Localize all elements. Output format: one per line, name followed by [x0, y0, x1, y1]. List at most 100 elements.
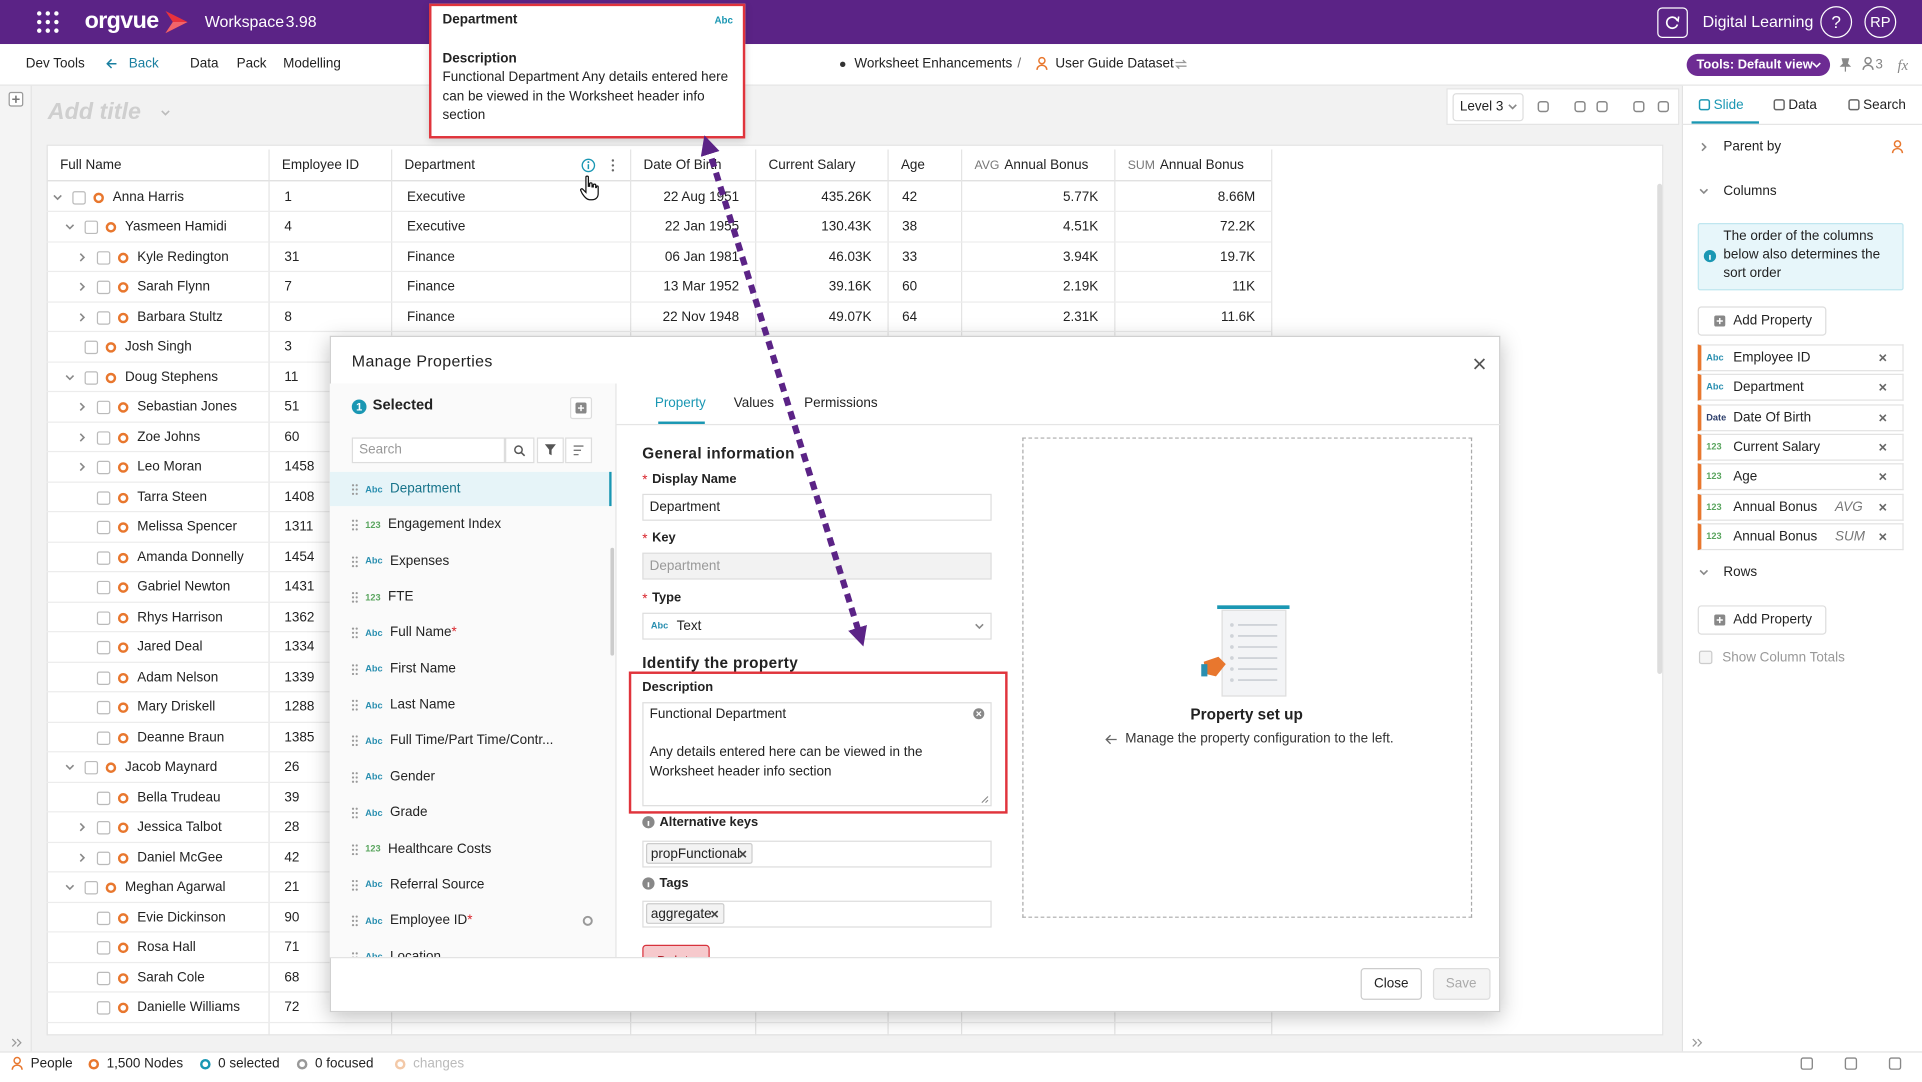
column-item[interactable]	[1697, 344, 1904, 372]
property-item[interactable]: Abc Last Name	[365, 695, 455, 715]
modal-tab[interactable]: Permissions	[804, 395, 878, 411]
remove-icon[interactable]	[738, 849, 748, 859]
remove-icon[interactable]	[710, 909, 720, 919]
menu-item[interactable]: Dev Tools	[25, 56, 85, 72]
row-checkbox[interactable]	[96, 520, 111, 535]
row-checkbox[interactable]	[96, 851, 111, 865]
row-checkbox[interactable]	[96, 430, 111, 445]
property-item[interactable]: 123 Healthcare Costs	[365, 839, 491, 859]
property-item[interactable]: Abc Full Name *	[365, 623, 456, 643]
row-checkbox[interactable]	[96, 610, 111, 625]
column-header[interactable]: Age	[901, 156, 925, 176]
remove-icon[interactable]	[1878, 353, 1888, 363]
remove-icon[interactable]	[1878, 502, 1888, 512]
row-checkbox[interactable]	[96, 490, 111, 505]
status-action[interactable]	[1800, 1057, 1813, 1070]
property-item[interactable]: 123 FTE	[365, 587, 413, 607]
sidebar-tab[interactable]: Data	[1788, 98, 1817, 113]
column-header[interactable]: Employee ID	[282, 156, 359, 176]
tools-button[interactable]	[1686, 53, 1831, 76]
row-checkbox[interactable]	[96, 941, 111, 955]
row-checkbox[interactable]	[96, 911, 111, 925]
column-item[interactable]	[1697, 493, 1904, 521]
row-checkbox[interactable]	[96, 310, 111, 325]
menu-item[interactable]: Pack	[236, 56, 267, 72]
row-checkbox[interactable]	[96, 640, 111, 655]
help-button[interactable]	[1820, 6, 1853, 38]
row-checkbox[interactable]	[96, 730, 111, 745]
property-item[interactable]: Abc Department	[365, 479, 460, 499]
close-button[interactable]	[1360, 968, 1422, 1000]
text-input[interactable]	[642, 702, 992, 807]
row-checkbox[interactable]	[96, 670, 111, 685]
remove-icon[interactable]	[1878, 472, 1888, 482]
column-item[interactable]	[1697, 403, 1904, 431]
remove-icon[interactable]	[1878, 442, 1888, 452]
toolbar-icon[interactable]	[1633, 100, 1645, 113]
menu-item[interactable]: Back	[128, 56, 159, 72]
search-button[interactable]	[505, 437, 535, 464]
clear-icon[interactable]	[973, 708, 985, 720]
title-placeholder[interactable]: Add title	[47, 99, 141, 125]
info-icon[interactable]	[581, 158, 596, 173]
row-checkbox[interactable]	[96, 790, 111, 805]
close-icon[interactable]	[1473, 358, 1486, 370]
modal-tab[interactable]: Property	[654, 395, 706, 411]
delete-button[interactable]	[642, 944, 710, 958]
column-header[interactable]: Date Of Birth	[644, 156, 722, 176]
search-input[interactable]	[351, 437, 506, 464]
save-button[interactable]	[1432, 968, 1491, 1000]
row-checkbox[interactable]	[84, 370, 99, 385]
property-item[interactable]: Abc Employee ID *	[365, 911, 472, 931]
remove-icon[interactable]	[1878, 412, 1888, 422]
column-header[interactable]: SUM Annual Bonus	[1128, 156, 1244, 176]
toolbar-icon[interactable]	[1657, 100, 1670, 113]
menu-item[interactable]: Data	[189, 56, 219, 72]
column-header[interactable]: Department	[405, 156, 475, 176]
status-action[interactable]	[1888, 1057, 1902, 1070]
remove-icon[interactable]	[1878, 383, 1888, 393]
row-checkbox[interactable]	[72, 190, 86, 205]
column-item[interactable]	[1697, 463, 1904, 491]
row-checkbox[interactable]	[96, 550, 111, 565]
property-item[interactable]: Abc Location	[365, 947, 441, 957]
row-checkbox[interactable]	[96, 971, 111, 985]
column-item[interactable]	[1697, 374, 1904, 402]
column-item[interactable]	[1697, 433, 1904, 461]
row-checkbox[interactable]	[84, 881, 99, 895]
row-checkbox[interactable]	[96, 460, 111, 475]
row-checkbox[interactable]	[84, 220, 99, 235]
menu-icon[interactable]	[610, 158, 615, 173]
row-checkbox[interactable]	[96, 700, 111, 715]
user-avatar[interactable]	[1864, 6, 1897, 38]
sidebar-tab[interactable]: Search	[1863, 98, 1906, 113]
toolbar-icon[interactable]	[1537, 100, 1549, 113]
toolbar-icon[interactable]	[1596, 100, 1608, 113]
row-checkbox[interactable]	[84, 340, 99, 355]
modal-tab[interactable]: Values	[733, 395, 774, 411]
toolbar-icon[interactable]	[1574, 100, 1586, 113]
refresh-button[interactable]	[1657, 7, 1688, 38]
row-checkbox[interactable]	[84, 760, 99, 775]
totals-checkbox[interactable]	[1698, 650, 1713, 665]
row-checkbox[interactable]	[96, 580, 111, 595]
status-action[interactable]	[1844, 1057, 1858, 1070]
column-header[interactable]: Current Salary	[769, 156, 856, 176]
filter-button[interactable]	[536, 437, 564, 464]
property-item[interactable]: Abc Gender	[365, 767, 435, 787]
column-item[interactable]	[1697, 522, 1904, 550]
property-item[interactable]: Abc Expenses	[365, 551, 449, 571]
column-header[interactable]: Full Name	[60, 156, 121, 176]
row-checkbox[interactable]	[96, 1001, 111, 1015]
property-item[interactable]: Abc First Name	[365, 659, 456, 679]
row-checkbox[interactable]	[96, 250, 111, 265]
row-checkbox[interactable]	[96, 820, 111, 835]
property-item[interactable]: Abc Grade	[365, 803, 427, 823]
row-checkbox[interactable]	[96, 280, 111, 295]
apps-icon[interactable]	[37, 11, 59, 33]
property-item[interactable]: Abc Referral Source	[365, 875, 484, 895]
menu-item[interactable]: Modelling	[283, 56, 341, 72]
column-header[interactable]: AVG Annual Bonus	[974, 156, 1088, 176]
property-item[interactable]: Abc Full Time/Part Time/Contr...	[365, 731, 553, 751]
sidebar-tab[interactable]: Slide	[1713, 98, 1744, 113]
